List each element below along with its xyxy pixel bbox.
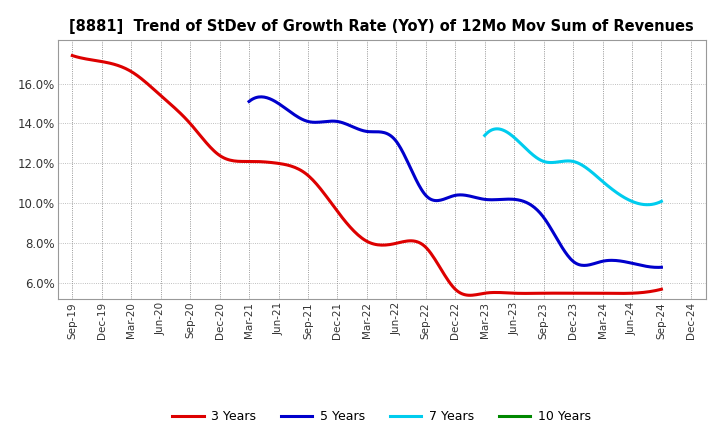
Legend: 3 Years, 5 Years, 7 Years, 10 Years: 3 Years, 5 Years, 7 Years, 10 Years	[168, 405, 595, 428]
Title: [8881]  Trend of StDev of Growth Rate (YoY) of 12Mo Mov Sum of Revenues: [8881] Trend of StDev of Growth Rate (Yo…	[69, 19, 694, 34]
